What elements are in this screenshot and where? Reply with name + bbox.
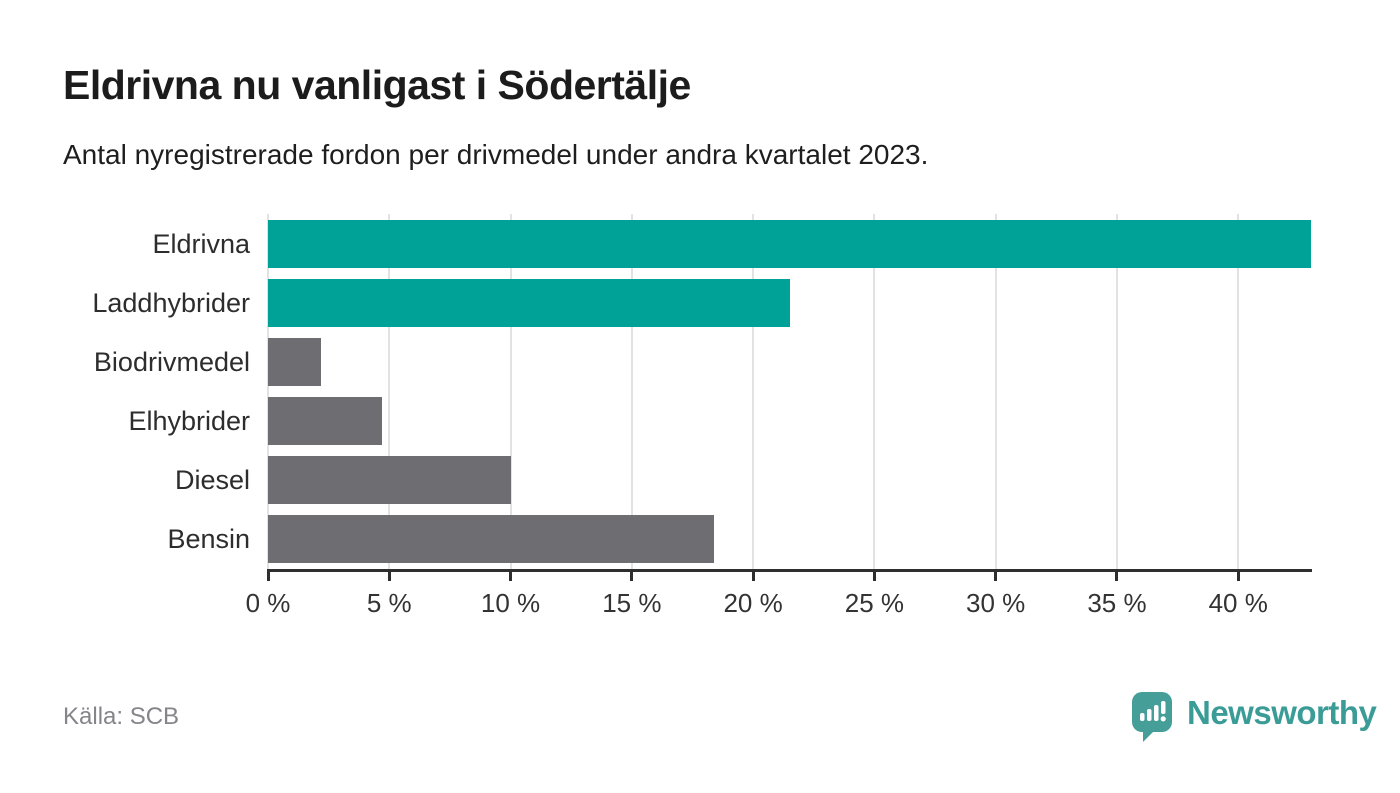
category-label: Eldrivna: [152, 228, 250, 259]
x-axis-tick-label: 10 %: [480, 588, 541, 618]
page-subtitle: Antal nyregistrerade fordon per drivmede…: [63, 139, 929, 170]
x-axis-tick-label: 30 %: [966, 588, 1026, 618]
category-label: Laddhybrider: [92, 287, 250, 318]
x-axis-tick-label: 40 %: [1208, 588, 1268, 618]
gridline: [1237, 214, 1240, 569]
bar-elhybrider: [268, 397, 382, 446]
bar-biodrivmedel: [268, 337, 322, 386]
x-axis-tick: [387, 572, 391, 581]
category-label: Diesel: [174, 465, 250, 496]
category-label: Bensin: [167, 524, 250, 555]
bar-eldrivna: [268, 219, 1311, 268]
x-axis-tick: [509, 572, 513, 581]
x-axis-tick-label: 35 %: [1087, 588, 1147, 618]
bar-bensin: [268, 515, 715, 564]
gridline: [388, 214, 391, 569]
gridline: [1115, 214, 1118, 569]
source-note: Källa: SCB: [63, 703, 180, 730]
x-axis-line: [267, 569, 1312, 572]
bar-laddhybrider: [268, 278, 790, 327]
gridline: [267, 214, 269, 569]
x-axis-tick: [872, 572, 876, 581]
x-axis-tick-label: 20 %: [723, 588, 783, 618]
page-title: Eldrivna nu vanligast i Södertälje: [63, 62, 691, 108]
x-axis-tick: [1115, 572, 1119, 581]
gridline: [630, 214, 633, 569]
gridline: [752, 214, 755, 569]
x-axis-tick: [630, 572, 634, 581]
gridline: [873, 214, 876, 569]
newsworthy-logo: Newsworthy: [1131, 691, 1377, 743]
x-axis-tick: [266, 572, 270, 581]
gridline: [509, 214, 512, 569]
bar-chart-speech-bubble-icon: [1132, 692, 1172, 742]
x-axis-tick-label: 5 %: [366, 588, 412, 618]
x-axis-tick: [751, 572, 755, 581]
x-axis-tick-label: 0 %: [245, 588, 291, 618]
gridline: [994, 214, 997, 569]
category-label: Elhybrider: [128, 406, 250, 437]
bar-diesel: [268, 456, 511, 505]
x-axis-tick: [994, 572, 998, 581]
x-axis-tick-label: 15 %: [602, 588, 662, 618]
newsworthy-wordmark: Newsworthy: [1187, 694, 1377, 731]
category-label: Biodrivmedel: [93, 346, 250, 377]
x-axis-tick: [1236, 572, 1240, 581]
x-axis-tick-label: 25 %: [844, 588, 905, 618]
